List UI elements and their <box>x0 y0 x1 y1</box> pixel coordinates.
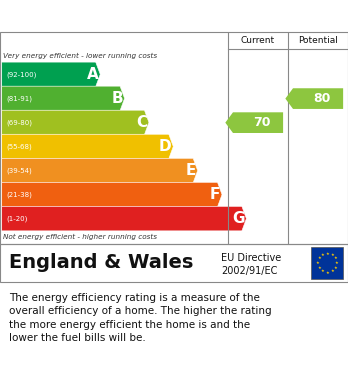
Text: ★: ★ <box>321 269 325 273</box>
Text: 70: 70 <box>253 116 270 129</box>
Text: 80: 80 <box>313 92 330 105</box>
Polygon shape <box>226 112 283 133</box>
Text: EU Directive: EU Directive <box>221 253 281 264</box>
Polygon shape <box>2 206 246 231</box>
Polygon shape <box>2 62 100 86</box>
Text: B: B <box>111 91 123 106</box>
Text: (69-80): (69-80) <box>6 119 32 126</box>
Polygon shape <box>285 88 343 109</box>
Text: Potential: Potential <box>298 36 338 45</box>
Polygon shape <box>2 110 149 135</box>
Text: Current: Current <box>241 36 275 45</box>
Text: The energy efficiency rating is a measure of the
overall efficiency of a home. T: The energy efficiency rating is a measur… <box>9 292 271 343</box>
Text: ★: ★ <box>334 256 338 260</box>
Text: ★: ★ <box>317 266 321 270</box>
Polygon shape <box>2 158 198 183</box>
Text: A: A <box>87 67 98 82</box>
Text: (21-38): (21-38) <box>6 191 32 198</box>
Text: ★: ★ <box>330 253 334 257</box>
Polygon shape <box>2 134 173 159</box>
Polygon shape <box>2 86 125 111</box>
Text: ★: ★ <box>321 253 325 257</box>
Text: E: E <box>185 163 196 178</box>
Text: ★: ★ <box>330 269 334 273</box>
Text: F: F <box>210 187 220 202</box>
Text: Very energy efficient - lower running costs: Very energy efficient - lower running co… <box>3 53 157 59</box>
Text: Not energy efficient - higher running costs: Not energy efficient - higher running co… <box>3 234 157 240</box>
Text: D: D <box>159 139 172 154</box>
Text: England & Wales: England & Wales <box>9 253 193 273</box>
Text: (81-91): (81-91) <box>6 95 32 102</box>
Text: 2002/91/EC: 2002/91/EC <box>221 265 277 276</box>
Text: C: C <box>136 115 147 130</box>
Text: (39-54): (39-54) <box>6 167 32 174</box>
Text: G: G <box>232 211 245 226</box>
Text: (55-68): (55-68) <box>6 143 32 150</box>
Text: ★: ★ <box>316 261 320 265</box>
Bar <box>311 247 343 279</box>
Text: ★: ★ <box>326 271 329 274</box>
Text: (92-100): (92-100) <box>6 71 36 77</box>
Text: ★: ★ <box>334 266 338 270</box>
Text: (1-20): (1-20) <box>6 215 27 222</box>
Text: Energy Efficiency Rating: Energy Efficiency Rating <box>9 9 230 23</box>
Text: ★: ★ <box>335 261 339 265</box>
Text: ★: ★ <box>326 251 329 255</box>
Text: ★: ★ <box>317 256 321 260</box>
Polygon shape <box>2 182 222 207</box>
